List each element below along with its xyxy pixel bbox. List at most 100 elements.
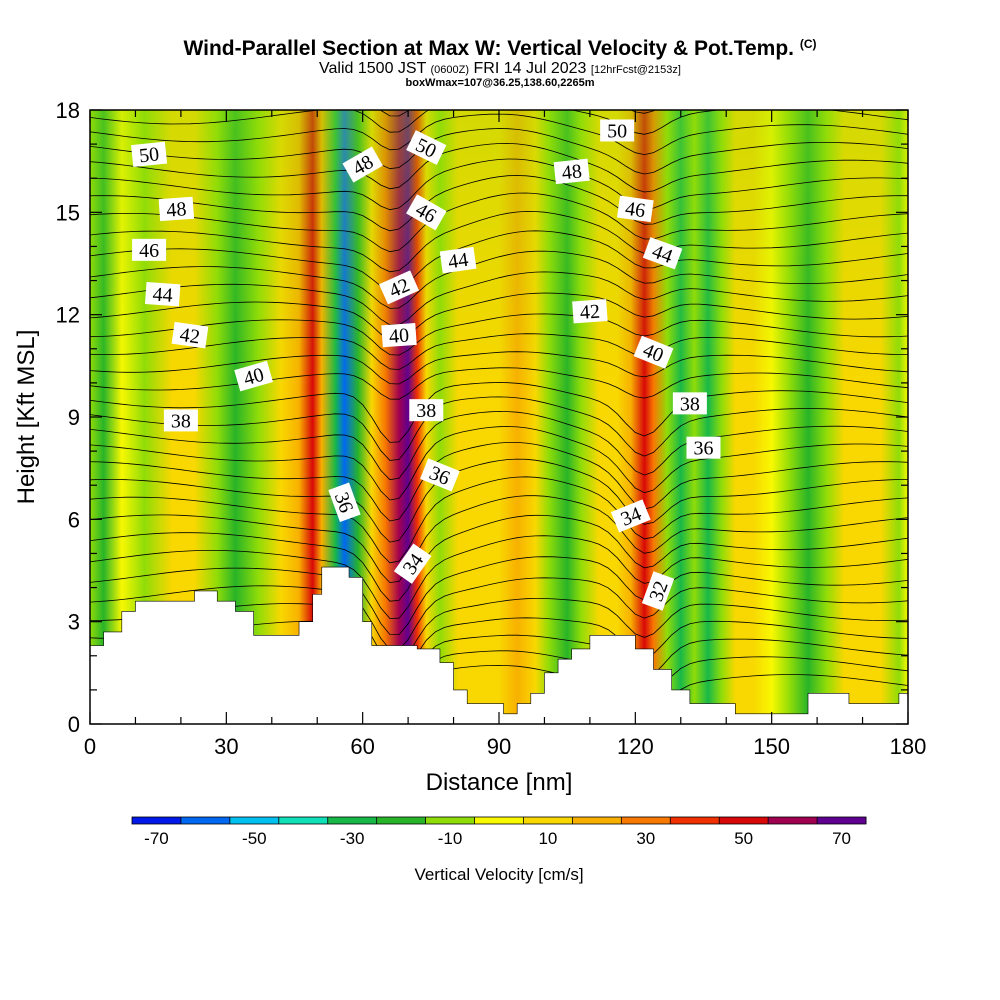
pot-temp-line bbox=[90, 230, 908, 292]
contour-label-text: 44 bbox=[152, 284, 173, 307]
pot-temp-line bbox=[90, 535, 908, 619]
colorbar-swatch bbox=[523, 817, 573, 824]
y-tick-label: 9 bbox=[68, 405, 80, 430]
colorbar-swatch bbox=[376, 817, 427, 824]
pot-temp-line bbox=[90, 382, 908, 443]
pot-temp-line bbox=[90, 410, 908, 481]
colorbar-tick-label: 30 bbox=[636, 829, 655, 848]
contour-label: 40 bbox=[234, 360, 273, 392]
x-tick-label: 90 bbox=[487, 734, 511, 759]
colorbar-swatch bbox=[132, 817, 182, 824]
y-tick-label: 12 bbox=[56, 303, 80, 328]
pot-temp-line bbox=[90, 142, 908, 193]
contour-label-bg bbox=[572, 299, 608, 324]
contour-label-bg bbox=[616, 195, 654, 223]
contour-label-bg bbox=[406, 194, 447, 231]
colorbar-outline bbox=[131, 816, 867, 825]
contour-label-bg bbox=[379, 270, 420, 305]
title-text: Wind-Parallel Section at Max W: Vertical… bbox=[183, 37, 794, 60]
pot-temp-line bbox=[90, 292, 908, 341]
contour-label-text: 36 bbox=[694, 438, 714, 460]
contour-label: 44 bbox=[642, 237, 683, 270]
x-axis: 0 30 60 90 120 150 180 bbox=[84, 110, 926, 759]
valid-time-line: Valid 1500 JST (0600Z) FRI 14 Jul 2023 [… bbox=[0, 60, 1000, 78]
contour-label: 50 bbox=[131, 141, 168, 168]
pot-temp-line bbox=[90, 577, 908, 651]
pot-temp-line bbox=[90, 458, 908, 543]
x-tick-label: 180 bbox=[890, 734, 927, 759]
y-axis-label: Height [Kft MSL] bbox=[13, 330, 40, 505]
contour-label-bg bbox=[131, 141, 168, 168]
forecast-info: [12hrFcst@2153z] bbox=[590, 64, 681, 76]
colorbar-swatch bbox=[327, 817, 378, 824]
contour-label-text: 48 bbox=[561, 160, 583, 184]
contour-label-bg bbox=[553, 158, 590, 185]
contour-label-text: 38 bbox=[680, 393, 700, 415]
colorbar-swatch bbox=[621, 817, 671, 824]
contour-label: 42 bbox=[572, 299, 608, 324]
x-axis-label: Distance [nm] bbox=[426, 769, 573, 796]
contour-label-text: 48 bbox=[166, 198, 187, 221]
pot-temp-line bbox=[90, 396, 908, 461]
colorbar-tick-label: -70 bbox=[144, 829, 169, 848]
colorbar-tick-label: -30 bbox=[340, 829, 365, 848]
pot-temp-line bbox=[90, 351, 908, 385]
contour-label-bg bbox=[642, 237, 683, 270]
x-tick-label: 30 bbox=[214, 734, 238, 759]
contour-label-bg bbox=[686, 436, 721, 459]
valid-time: Valid 1500 JST bbox=[319, 60, 427, 77]
contour-label-text: 38 bbox=[171, 410, 191, 432]
colorbar-tick-label: -50 bbox=[242, 829, 267, 848]
pot-temp-line bbox=[90, 476, 908, 564]
contour-label-bg bbox=[328, 482, 361, 523]
contour-label-text: 42 bbox=[579, 301, 600, 324]
contour-label: 50 bbox=[600, 119, 635, 142]
contour-label-text: 44 bbox=[447, 249, 470, 274]
pot-temp-line bbox=[90, 426, 908, 501]
pot-temp-line bbox=[90, 367, 908, 400]
colorbar-swatch bbox=[278, 817, 329, 824]
pot-temp-line bbox=[90, 333, 908, 370]
contour-label: 38 bbox=[409, 399, 444, 422]
contour-label: 38 bbox=[163, 409, 198, 432]
pot-temp-line bbox=[90, 271, 908, 326]
colorbar-swatch bbox=[229, 817, 280, 824]
colorbar: -70 -50 -30 -10 10 30 50 70 bbox=[131, 816, 867, 848]
contour-label-text: 42 bbox=[178, 324, 201, 349]
pot-temp-contours bbox=[90, 110, 908, 724]
x-tick-label: 60 bbox=[350, 734, 374, 759]
contour-label: 42 bbox=[171, 321, 209, 349]
colorbar-swatch bbox=[817, 817, 867, 824]
pot-temp-line bbox=[90, 250, 908, 309]
pot-temp-line bbox=[90, 128, 908, 175]
contour-label-bg bbox=[610, 499, 651, 533]
x-tick-label: 120 bbox=[617, 734, 654, 759]
contour-label-text: 46 bbox=[139, 240, 159, 262]
pot-temp-line bbox=[90, 175, 908, 232]
contour-label-bg bbox=[163, 409, 198, 432]
contour-label-text: 46 bbox=[624, 198, 647, 223]
contour-label-bg bbox=[420, 458, 460, 492]
colorbar-tick-label: 10 bbox=[538, 829, 557, 848]
pot-temp-line bbox=[90, 514, 908, 602]
contour-label-bg bbox=[600, 119, 635, 142]
pot-temp-line bbox=[90, 192, 908, 253]
y-tick-label: 15 bbox=[56, 200, 80, 225]
colorbar-swatch bbox=[719, 817, 769, 824]
contour-label-bg bbox=[158, 196, 195, 222]
colorbar-title: Vertical Velocity [cm/s] bbox=[414, 865, 583, 884]
pot-temp-line bbox=[90, 210, 908, 273]
y-tick-label: 18 bbox=[56, 98, 80, 123]
colorbar-tick-label: -10 bbox=[438, 829, 463, 848]
valid-date: FRI 14 Jul 2023 bbox=[473, 60, 587, 77]
contour-label-text: 38 bbox=[416, 400, 436, 422]
contour-label: 38 bbox=[672, 392, 707, 415]
contour-label-bg bbox=[393, 543, 432, 584]
valid-utc: (0600Z) bbox=[430, 64, 470, 76]
pot-temp-line bbox=[90, 556, 908, 636]
colorbar-swatch bbox=[425, 817, 476, 824]
terrain bbox=[90, 566, 908, 724]
contour-label: 48 bbox=[158, 196, 195, 222]
copyright-mark: (C) bbox=[799, 37, 817, 51]
